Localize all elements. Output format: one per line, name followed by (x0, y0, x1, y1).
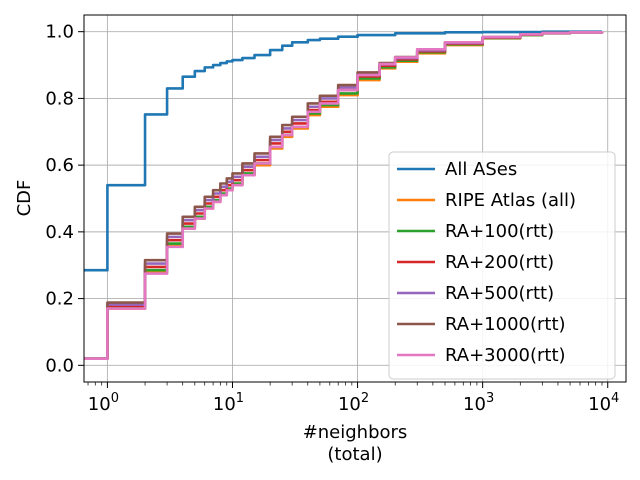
x-tick-label: 104 (588, 391, 619, 415)
x-tick-label-exponent: 1 (236, 391, 244, 406)
axis-ticks (78, 31, 609, 388)
x-axis-label: #neighbors (303, 422, 408, 443)
x-tick-label: 100 (88, 391, 119, 415)
series-line-6 (84, 31, 604, 360)
x-tick-label-exponent: 4 (611, 391, 619, 406)
y-tick-label: 0.0 (45, 355, 74, 376)
legend-label: RIPE Atlas (all) (445, 190, 576, 211)
legend-label: RA+200(rtt) (445, 252, 554, 273)
x-tick-label-exponent: 2 (361, 391, 369, 406)
legend-label: All ASes (445, 159, 517, 180)
x-tick-label-exponent: 3 (486, 391, 494, 406)
y-tick-label: 0.2 (45, 289, 74, 310)
plot-frame (83, 14, 627, 383)
legend-label: RA+500(rtt) (445, 283, 554, 304)
legend-label: RA+100(rtt) (445, 221, 554, 242)
legend-frame (388, 151, 616, 380)
y-axis-label: CDF (14, 180, 35, 217)
y-tick-label: 1.0 (45, 22, 74, 43)
x-tick-label-base: 10 (88, 394, 111, 415)
x-tick-label-base: 10 (213, 394, 236, 415)
y-tick-label: 0.4 (45, 222, 74, 243)
legend-label: RA+3000(rtt) (445, 345, 566, 366)
y-tick-label: 0.8 (45, 88, 74, 109)
series-line-0 (84, 30, 602, 272)
x-tick-label-base: 10 (338, 394, 361, 415)
series-lines (84, 30, 604, 360)
x-axis-label-line2: (total) (327, 444, 382, 465)
x-tick-label: 101 (213, 391, 244, 415)
x-tick-label: 102 (338, 391, 369, 415)
x-tick-label-base: 10 (463, 394, 486, 415)
y-tick-label: 0.6 (45, 155, 74, 176)
x-tick-label-base: 10 (588, 394, 611, 415)
legend: All ASes RIPE Atlas (all) RA+100(rtt) RA+20… (388, 151, 616, 380)
legend-label: RA+1000(rtt) (445, 314, 566, 335)
x-tick-label-exponent: 0 (111, 391, 119, 406)
x-tick-label: 103 (463, 391, 494, 415)
